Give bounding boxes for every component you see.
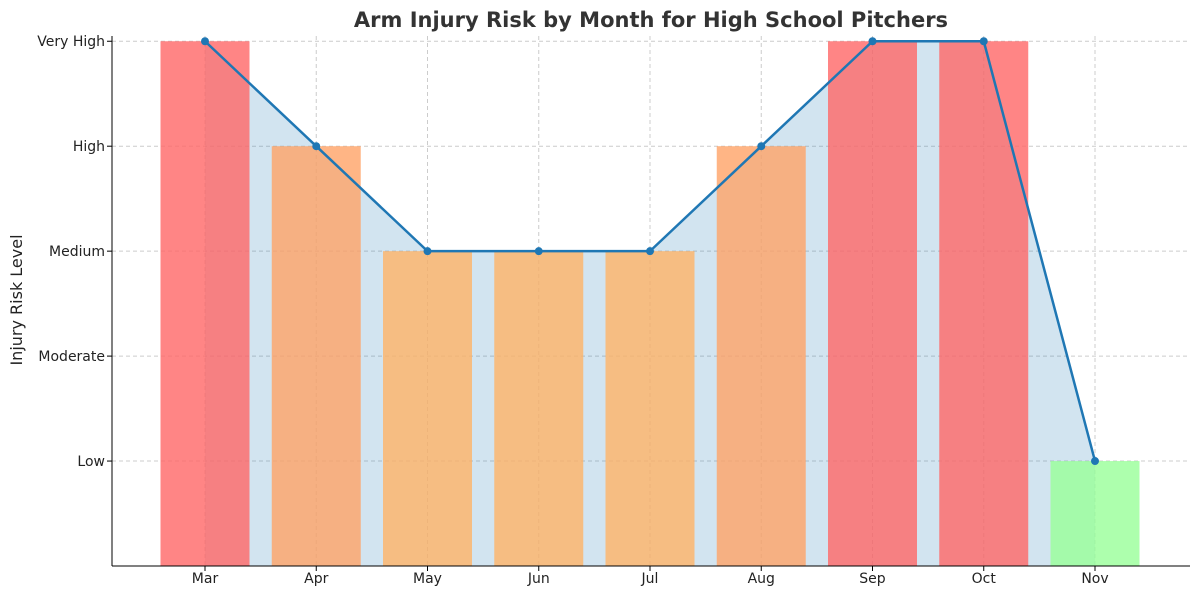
point-mar bbox=[201, 37, 209, 46]
point-apr bbox=[312, 142, 321, 151]
y-axis-label: Injury Risk Level bbox=[7, 234, 26, 365]
y-tick-label: Moderate bbox=[38, 349, 105, 365]
bar-jul bbox=[605, 251, 695, 567]
bar-apr bbox=[271, 146, 361, 567]
y-tick-label: High bbox=[73, 139, 105, 155]
x-tick-label: Aug bbox=[748, 571, 775, 587]
bar-sep bbox=[828, 41, 917, 567]
y-tick-label: Medium bbox=[49, 244, 105, 260]
bar-oct bbox=[939, 41, 1029, 567]
axes-layer bbox=[111, 36, 1190, 567]
bar-may bbox=[383, 251, 472, 567]
point-jun bbox=[534, 247, 543, 256]
bar-mar bbox=[160, 41, 250, 567]
x-tick-label: May bbox=[413, 571, 442, 587]
bar-aug bbox=[716, 146, 806, 567]
line-layer bbox=[201, 37, 1099, 466]
x-tick-label: Apr bbox=[304, 571, 328, 587]
x-tick-label: Jul bbox=[641, 571, 659, 587]
x-tick-label: Jun bbox=[527, 571, 550, 587]
x-tick-label: Oct bbox=[972, 571, 997, 587]
chart-title: Arm Injury Risk by Month for High School… bbox=[354, 8, 948, 32]
bar-layer bbox=[160, 41, 1140, 567]
point-may bbox=[423, 247, 432, 256]
y-tick-layer: Low Moderate Medium High Very High bbox=[37, 34, 112, 470]
x-tick-layer: Mar Apr May Jun Jul Aug Sep Oct Nov bbox=[192, 566, 1109, 587]
point-aug bbox=[757, 142, 766, 151]
point-sep bbox=[868, 37, 877, 46]
point-nov bbox=[1091, 457, 1099, 466]
x-tick-label: Sep bbox=[859, 571, 886, 587]
point-jul bbox=[646, 247, 654, 256]
x-tick-label: Mar bbox=[192, 571, 219, 587]
y-tick-label: Very High bbox=[37, 34, 105, 50]
y-tick-label: Low bbox=[77, 454, 105, 470]
point-oct bbox=[979, 37, 988, 46]
bar-jun bbox=[494, 251, 584, 567]
x-tick-label: Nov bbox=[1081, 571, 1108, 587]
bar-nov bbox=[1050, 461, 1140, 566]
